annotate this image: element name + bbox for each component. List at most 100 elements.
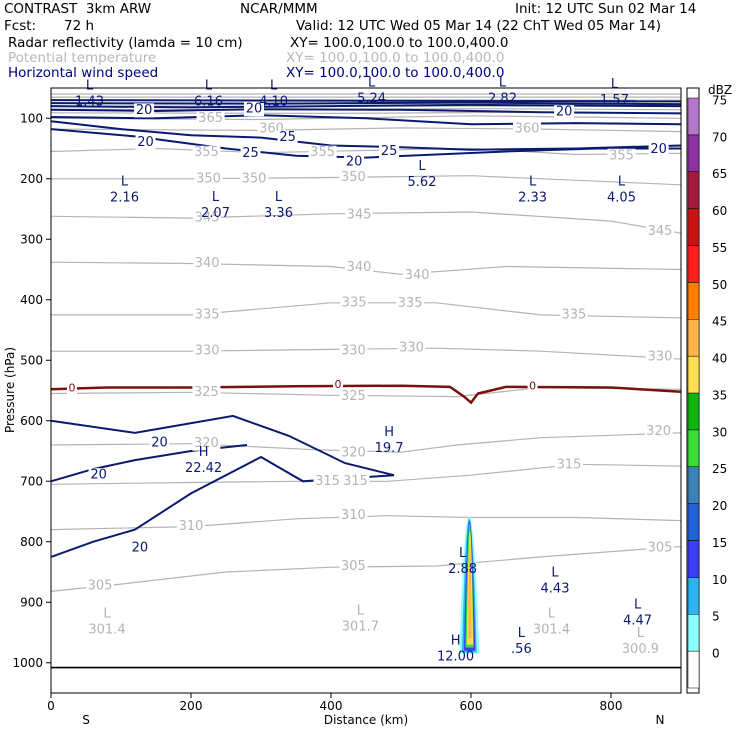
x-tick-label: 200 bbox=[180, 699, 203, 713]
field-reflectivity: Radar reflectivity (lamda = 10 cm) bbox=[8, 35, 243, 51]
theta-label: 315 bbox=[557, 457, 582, 472]
extremum-value: 4.47 bbox=[623, 613, 652, 628]
theta-label: 345 bbox=[347, 208, 372, 223]
theta-contour-line bbox=[50, 211, 682, 234]
theta-label-bg bbox=[194, 171, 223, 186]
theta-label: 310 bbox=[179, 519, 204, 534]
colorbar-label: 30 bbox=[712, 425, 727, 439]
colorbar-label: 45 bbox=[712, 315, 727, 329]
wind-label: 25 bbox=[381, 144, 398, 159]
wind-label-bg bbox=[149, 436, 170, 451]
extremum-value: 5.24 bbox=[357, 91, 386, 106]
extremum-value: 3.36 bbox=[264, 206, 293, 221]
theta-label-bg bbox=[341, 474, 370, 489]
colorbar-label: 0 bbox=[712, 647, 720, 661]
extremum-type: L bbox=[634, 597, 642, 612]
extremum-type: L bbox=[205, 78, 213, 93]
theta-label: 310 bbox=[341, 508, 366, 523]
north-label: N bbox=[656, 713, 665, 727]
extremum-type: L bbox=[611, 77, 619, 92]
extremum-value: 301.4 bbox=[533, 622, 570, 637]
y-tick-label: 400 bbox=[20, 293, 43, 307]
theta-label-bg bbox=[313, 474, 342, 489]
extremum-value: 19.7 bbox=[375, 441, 404, 456]
theta-contour-line bbox=[51, 175, 682, 186]
theta-label: 335 bbox=[195, 307, 220, 322]
wind-label-bg bbox=[344, 154, 365, 169]
y-tick-label: 800 bbox=[20, 535, 43, 549]
x-tick-label: 800 bbox=[600, 699, 623, 713]
theta-label: 355 bbox=[609, 148, 634, 163]
x-tick-label: 400 bbox=[320, 699, 343, 713]
theta-label: 305 bbox=[341, 559, 366, 574]
wind-label-bg bbox=[648, 142, 669, 157]
extremum-value: 2.33 bbox=[518, 190, 547, 205]
theta-label-bg bbox=[339, 344, 368, 359]
colorbar-label: 75 bbox=[712, 93, 727, 107]
theta-label: 335 bbox=[398, 296, 423, 311]
extremum-type: L bbox=[86, 78, 94, 93]
colorbar-swatch bbox=[687, 540, 700, 578]
extremum-type: L bbox=[418, 159, 426, 174]
wind-label: 20 bbox=[650, 142, 667, 157]
theta-label: 305 bbox=[88, 578, 113, 593]
extremum-type: L bbox=[459, 546, 467, 561]
theta-label-bg bbox=[308, 145, 337, 160]
theta-label-bg bbox=[86, 578, 114, 593]
wind-contour-line bbox=[50, 128, 681, 159]
wind-label: 20 bbox=[90, 468, 107, 483]
y-tick-label: 1000 bbox=[12, 656, 43, 670]
wind-contour-line bbox=[50, 120, 682, 151]
theta-label: 355 bbox=[194, 145, 219, 160]
theta-label-bg bbox=[193, 307, 222, 322]
theta-label: 365 bbox=[198, 111, 223, 126]
field-theta: Potential temperature bbox=[8, 50, 157, 66]
theta-label: 320 bbox=[341, 445, 366, 460]
extremum-type: L bbox=[518, 626, 526, 641]
extremum-value: .56 bbox=[511, 642, 532, 657]
colorbar-swatch bbox=[687, 614, 700, 652]
theta-contour-line bbox=[50, 546, 682, 592]
extremum-type: H bbox=[451, 634, 461, 649]
extremum-type: L bbox=[270, 78, 278, 93]
theta-label: 305 bbox=[648, 540, 673, 555]
colorbar-swatch bbox=[687, 466, 700, 504]
extremum-type: L bbox=[637, 626, 645, 641]
theta-label-bg bbox=[340, 295, 369, 310]
wind-label: 25 bbox=[279, 130, 296, 145]
field-theta-xy: XY= 100.0,100.0 to 100.0,400.0 bbox=[286, 50, 505, 66]
axes: Pressure (hPa) Distance (km) S N bbox=[3, 87, 682, 727]
wind-label-bg bbox=[88, 468, 109, 483]
extremum-type: H bbox=[199, 445, 209, 460]
theta-label-bg bbox=[644, 424, 673, 439]
product-title: CONTRAST 3km ARW bbox=[4, 1, 152, 17]
wind-contour-line bbox=[50, 114, 682, 126]
theta-label: 340 bbox=[195, 256, 220, 271]
theta-label-bg bbox=[403, 268, 432, 283]
colorbar-swatch bbox=[687, 650, 700, 689]
theta-label-bg bbox=[339, 170, 368, 185]
colorbar-swatch bbox=[687, 577, 700, 615]
extremum-value: 22.42 bbox=[185, 461, 222, 476]
theta-label: 345 bbox=[195, 211, 220, 226]
theta-contour-line bbox=[50, 432, 682, 453]
theta-label: 320 bbox=[646, 424, 671, 439]
y-tick-label: 600 bbox=[20, 414, 43, 428]
x-axis-title: Distance (km) bbox=[324, 713, 408, 727]
extremum-type: L bbox=[499, 75, 507, 90]
wind-label: 20 bbox=[246, 102, 263, 117]
extremum-value: 300.9 bbox=[622, 642, 659, 657]
extremum-type: L bbox=[548, 606, 556, 621]
extremum-value: 2.82 bbox=[488, 91, 517, 106]
theta-label: 330 bbox=[341, 344, 366, 359]
colorbar-label: 50 bbox=[712, 278, 727, 292]
theta-label: 340 bbox=[347, 260, 372, 275]
theta-label-bg bbox=[192, 145, 221, 160]
fcst-label: Fcst: bbox=[4, 18, 37, 34]
wind-label-bg bbox=[379, 144, 400, 159]
wind-label: 20 bbox=[346, 154, 363, 169]
theta-label-bg bbox=[607, 148, 636, 163]
colorbar-label: 5 bbox=[712, 610, 720, 624]
colorbar-swatch bbox=[687, 171, 700, 209]
extremum-type: L bbox=[551, 565, 559, 580]
